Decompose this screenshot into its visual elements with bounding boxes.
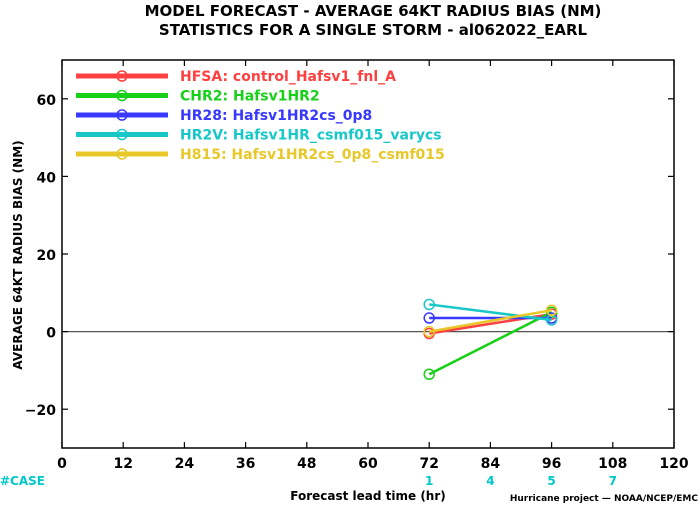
data-point-chr2 — [423, 368, 435, 381]
data-point-h815 — [423, 325, 435, 338]
x-tick-label: 84 — [481, 456, 501, 472]
x-tick-label: 24 — [175, 456, 195, 472]
legend-label-h815: H815: Hafsv1HR2cs_0p8_csmf015 — [180, 147, 445, 163]
credit-text: Hurricane project — NOAA/NCEP/EMC — [510, 494, 699, 504]
x-tick-label: 120 — [659, 456, 688, 472]
case-count: 7 — [609, 474, 617, 488]
legend-marker-chr2 — [116, 89, 128, 102]
series-line-chr2 — [428, 311, 553, 376]
y-tick-label: 60 — [37, 93, 57, 109]
legend-label-hfsa: HFSA: control_Hafsv1_fnl_A — [180, 69, 396, 85]
legend-label-chr2: CHR2: Hafsv1HR2 — [180, 89, 320, 105]
legend-marker-h815 — [116, 148, 128, 160]
legend-marker-hr28 — [116, 109, 128, 121]
y-tick-label: 20 — [37, 248, 57, 264]
x-tick-label: 12 — [113, 456, 132, 472]
x-axis-title: Forecast lead time (hr) — [290, 489, 446, 503]
y-tick-label: 40 — [37, 170, 57, 186]
x-tick-label: 108 — [598, 456, 627, 472]
plot-area: 0 12 24 36 48 60 72 84 96 108 120 −20 0 20 40 60 1 4 5 7 HFS… — [25, 59, 689, 488]
x-tick-label: 0 — [57, 456, 67, 472]
y-tick-label: −20 — [25, 403, 56, 419]
series-line-hr2v — [429, 303, 552, 322]
case-count: 5 — [547, 474, 555, 488]
legend-marker-hfsa — [116, 70, 128, 82]
legend-label-hr28: HR28: Hafsv1HR2cs_0p8 — [180, 108, 372, 124]
y-tick-label: 0 — [46, 326, 56, 342]
x-tick-label: 96 — [542, 456, 561, 472]
x-tick-label: 72 — [419, 456, 438, 472]
legend-label-hr2v: HR2V: Hafsv1HR_csmf015_varycs — [180, 128, 442, 144]
chart-subtitle: STATISTICS FOR A SINGLE STORM - al062022… — [159, 21, 588, 39]
data-point-hr28 — [423, 312, 435, 324]
case-count: 4 — [486, 474, 494, 488]
y-axis-title: AVERAGE 64KT RADIUS BIAS (NM) — [11, 140, 25, 369]
legend-marker-hr2v — [116, 128, 128, 141]
x-tick-label: 48 — [297, 456, 316, 472]
chart-title: MODEL FORECAST - AVERAGE 64KT RADIUS BIA… — [145, 2, 602, 20]
data-point-hr2v — [423, 298, 435, 311]
series-line-h815 — [428, 309, 552, 333]
data-point-h815 — [545, 304, 558, 317]
x-tick-label: 60 — [358, 456, 378, 472]
case-count: 1 — [425, 474, 433, 488]
x-tick-label: 36 — [236, 456, 255, 472]
case-count-label: #CASE — [0, 474, 45, 488]
